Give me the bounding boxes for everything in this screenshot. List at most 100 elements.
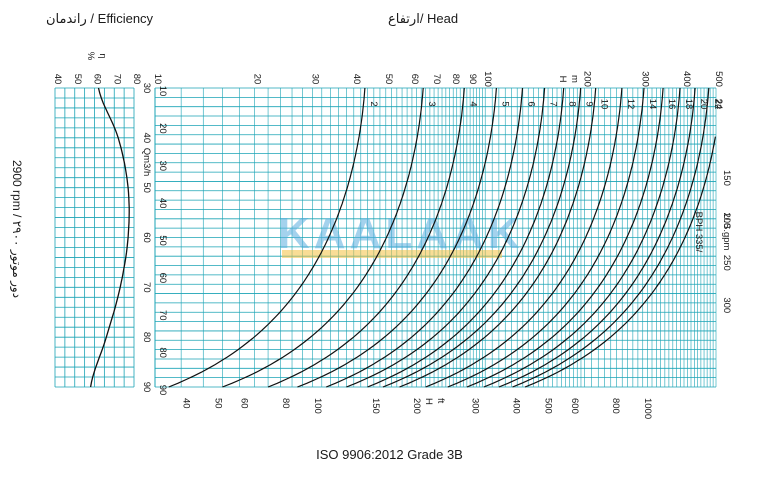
efficiency-grid <box>54 87 135 388</box>
stage-curve-5 <box>297 87 497 388</box>
stage-curve-2 <box>168 87 366 388</box>
stage-label-8: 8 <box>567 101 578 106</box>
head-m-tick-label: 70 <box>431 74 442 85</box>
head-ft-tick-label: 200 <box>411 398 422 414</box>
stage-curve-7 <box>346 87 546 388</box>
head-flow-tick-label: 20 <box>157 123 168 134</box>
head-flow-tick-label: 70 <box>157 310 168 321</box>
head-flow-tick-label: 80 <box>157 347 168 358</box>
head-flow-tick-label: 60 <box>157 273 168 284</box>
gpm-tick-label: 200 <box>721 212 732 228</box>
head-m-tick-label: 200 <box>582 71 593 87</box>
head-m-tick-label: 400 <box>681 71 692 87</box>
head-ft-tick-label: 800 <box>610 398 621 414</box>
head-ft-unit-h: H <box>423 398 434 405</box>
stage-curve-20 <box>498 87 696 388</box>
stage-curve-14 <box>447 87 645 388</box>
head-m-tick-label: 60 <box>409 74 420 85</box>
head-m-tick-label: 80 <box>450 74 461 85</box>
head-m-tick-label: 40 <box>351 74 362 85</box>
stage-curve-4 <box>267 87 465 388</box>
head-m-tick-label: 50 <box>383 74 394 85</box>
axis-labels: 40 50 60 70 80% η 30 40 50 60 70 80 90 Qm3/h 10 20 30 40 5… <box>52 52 732 419</box>
head-m-tick-label: 300 <box>640 71 651 87</box>
watermark-text: KAALAAK <box>278 209 524 258</box>
head-flow-tick-label: 10 <box>157 86 168 97</box>
stage-curve-22 <box>512 87 710 388</box>
flow-tick-label: 50 <box>141 182 152 193</box>
gpm-axis-label: U.S.gpm <box>721 214 732 251</box>
stage-label-16: 16 <box>666 99 677 110</box>
stage-curve-8 <box>367 87 565 388</box>
head-ft-tick-label: 100 <box>312 398 323 414</box>
head-flow-tick-label: 50 <box>157 235 168 246</box>
head-ft-tick-label: 300 <box>469 398 480 414</box>
head-flow-tick-label: 90 <box>157 385 168 396</box>
eff-eta-label: η <box>97 53 108 58</box>
stage-label-2: 2 <box>368 101 379 106</box>
stage-label-5: 5 <box>499 101 510 106</box>
flow-tick-label: 80 <box>141 332 152 343</box>
stage-curve-12 <box>425 87 623 388</box>
head-flow-tick-label: 40 <box>157 198 168 209</box>
stage-curve-18 <box>483 87 681 388</box>
head-ft-tick-label: 600 <box>569 398 580 414</box>
model-label: BPH 335/ <box>693 212 704 253</box>
stage-curve-6 <box>325 87 524 388</box>
head-ft-tick-label: 150 <box>370 398 381 414</box>
head-m-tick-label: 10 <box>152 74 163 85</box>
stage-label-7: 7 <box>548 101 559 106</box>
head-m-tick-label: 20 <box>251 74 262 85</box>
flow-tick-label: 30 <box>141 83 152 94</box>
stage-label-3: 3 <box>426 101 437 106</box>
efficiency-curve <box>89 87 130 388</box>
head-m-tick-label: 90 <box>467 74 478 85</box>
flow-tick-label: 40 <box>141 133 152 144</box>
head-ft-tick-label: 50 <box>212 398 223 409</box>
stage-label-20: 20 <box>698 99 709 110</box>
eff-tick-label: 80 <box>131 74 142 85</box>
eff-tick-label: 60 <box>92 74 103 85</box>
flow-tick-label: 70 <box>141 282 152 293</box>
watermark: KAALAAK <box>278 209 524 258</box>
head-ft-tick-label: 60 <box>239 398 250 409</box>
stage-label-22: 22 <box>712 99 723 110</box>
head-m-unit-m: m <box>569 75 580 83</box>
stage-label-10: 10 <box>599 99 610 110</box>
efficiency-panel-title: راندمان / Efficiency <box>46 11 154 26</box>
stage-label-24: 24 <box>713 99 724 110</box>
stage-label-18: 18 <box>683 99 694 110</box>
head-ft-tick-label: 40 <box>180 398 191 409</box>
head-ft-unit-ft: ft <box>435 398 446 404</box>
stage-label-14: 14 <box>647 99 658 110</box>
stage-curve-24 <box>524 136 716 388</box>
head-ft-tick-label: 80 <box>280 398 291 409</box>
stage-curve-16 <box>466 87 664 388</box>
standard-footnote: ISO 9906:2012 Grade 3B <box>316 447 463 462</box>
head-m-tick-label: 100 <box>482 71 493 87</box>
flow-tick-label: 60 <box>141 232 152 243</box>
head-m-unit-h: H <box>557 76 568 83</box>
gpm-tick-label: 250 <box>721 255 732 271</box>
gpm-tick-label: 300 <box>721 297 732 313</box>
stage-curve-10 <box>399 87 597 388</box>
stage-label-12: 12 <box>625 99 636 110</box>
stage-curve-9 <box>382 87 582 388</box>
stage-label-9: 9 <box>584 101 595 106</box>
head-ft-tick-label: 1000 <box>642 398 653 419</box>
watermark-underline <box>282 250 502 258</box>
head-ft-tick-label: 500 <box>543 398 554 414</box>
head-panel-title: ارتفاع/ Head <box>388 11 459 26</box>
head-m-tick-label: 30 <box>310 74 321 85</box>
head-m-tick-label: 500 <box>713 71 724 87</box>
flow-axis-label: Qm3/h <box>141 148 152 177</box>
stage-label-4: 4 <box>467 101 478 106</box>
eff-tick-label: 40 <box>52 74 63 85</box>
gpm-tick-label: 150 <box>721 170 732 186</box>
head-flow-tick-label: 30 <box>157 160 168 171</box>
head-curves <box>89 87 716 388</box>
flow-tick-label: 90 <box>141 382 152 393</box>
stage-curve-3 <box>222 87 424 388</box>
stage-label-6: 6 <box>525 101 536 106</box>
